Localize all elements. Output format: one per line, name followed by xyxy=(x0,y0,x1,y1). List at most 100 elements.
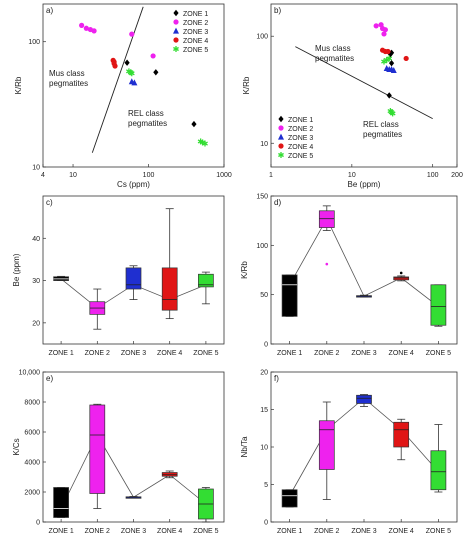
panel-5-xtick-label: ZONE 2 xyxy=(314,528,339,535)
panel-1-ytick-label: 100 xyxy=(256,34,268,41)
panel-3-xtick-label: ZONE 3 xyxy=(351,350,376,357)
panel-1-point-zone-2 xyxy=(382,27,388,33)
panel-0-y-axis-label: K/Rb xyxy=(14,76,23,94)
panel-1-ytick-label: 10 xyxy=(260,141,268,148)
panel-1-point-zone-4 xyxy=(403,55,409,62)
panel-0-region-label-rel-line-1: REL class xyxy=(128,109,164,118)
panel-4-xtick-label: ZONE 2 xyxy=(85,528,110,535)
panel-5-xtick-label: ZONE 1 xyxy=(277,528,302,535)
panel-1-region-label-rel-line-1: REL class xyxy=(363,120,399,129)
panel-3-box-zone-5 xyxy=(430,284,447,326)
panel-1-legend-marker xyxy=(278,125,284,131)
panel-2-ytick-label: 20 xyxy=(32,320,40,327)
panel-4-box-zone-2 xyxy=(89,404,106,494)
panel-1-point-zone-5-stroke-2 xyxy=(389,111,396,116)
panel-1-point-zone-1 xyxy=(387,50,394,58)
panel-2-y-axis-label: Be (ppm) xyxy=(12,253,21,286)
panel-5-box-zone-4 xyxy=(393,421,410,448)
panel-1-legend-label: ZONE 4 xyxy=(288,144,313,151)
panel-5-y-axis-label: Nb/Ta xyxy=(240,436,249,457)
panel-1-legend-label: ZONE 5 xyxy=(288,153,313,160)
panel-0-region-label-mus-line-2: pegmatites xyxy=(49,79,88,88)
panel-0-legend-marker xyxy=(173,27,179,34)
panel-3-ytick-label: 150 xyxy=(256,194,268,201)
panel-1-xtick-label: 100 xyxy=(427,172,439,179)
panel-1-frame xyxy=(270,3,458,168)
panel-1-point-zone-3 xyxy=(390,66,397,73)
panel-1-region-label-mus-line-2: pegmatites xyxy=(315,54,354,63)
panel-4-xtick-label: ZONE 5 xyxy=(193,528,218,535)
panel-2-box-zone-3 xyxy=(125,267,142,290)
panel-1-point-zone-5-stroke-2 xyxy=(386,56,393,61)
panel-3-box-zone-1 xyxy=(281,274,298,317)
panel-1-point-zone-1 xyxy=(388,59,395,67)
panel-0-legend-marker xyxy=(173,46,179,52)
panel-0-legend-label: ZONE 3 xyxy=(183,29,208,36)
panel-0-point-zone-5 xyxy=(128,70,135,77)
panel-3-median-connector-line xyxy=(289,217,439,307)
panel-0-point-zone-5-stroke-2 xyxy=(202,141,208,146)
panel-1-point-zone-1 xyxy=(386,92,392,99)
panel-1-xtick-label: 10 xyxy=(348,172,356,179)
panel-4-ytick-label: 0 xyxy=(36,520,40,527)
panel-0-class-boundary-line xyxy=(91,6,144,153)
panel-5-box-zone-3 xyxy=(356,394,372,404)
panel-5-ytick-label: 10 xyxy=(260,445,268,452)
panel-0-point-zone-4 xyxy=(111,59,117,65)
panel-5-box-zone-2 xyxy=(318,420,335,470)
panel-2-box-zone-5 xyxy=(198,273,214,288)
panel-4-xtick-label: ZONE 4 xyxy=(157,528,182,535)
panel-3-xtick-label: ZONE 4 xyxy=(389,350,414,357)
panel-1-y-axis-label: K/Rb xyxy=(242,76,251,94)
panel-0-legend-label: ZONE 4 xyxy=(183,38,208,45)
panel-3-box-zone-4 xyxy=(393,276,410,281)
panel-0-xtick-label: 100 xyxy=(143,172,155,179)
panel-0-frame xyxy=(42,3,225,168)
panel-1-xtick-label: 200 xyxy=(451,172,463,179)
panel-2-box-zone-4 xyxy=(161,267,178,311)
panel-2-ytick-label: 40 xyxy=(32,236,40,243)
panel-0-point-zone-2 xyxy=(150,53,156,59)
panel-1-panel-label: b) xyxy=(274,6,281,15)
panel-5-panel-label: f) xyxy=(274,374,279,383)
panel-2-panel-label: c) xyxy=(46,198,53,207)
panel-0-point-zone-5-stroke-2 xyxy=(128,71,135,76)
panel-0-legend-marker xyxy=(173,9,179,17)
panel-0-point-zone-3 xyxy=(131,79,138,86)
panel-0-legend-label: ZONE 2 xyxy=(183,20,208,27)
panel-3-ytick-label: 0 xyxy=(264,342,268,349)
panel-0-point-zone-2 xyxy=(83,25,89,31)
panel-4-box-zone-1 xyxy=(53,487,69,518)
panel-0-point-zone-2 xyxy=(129,31,135,37)
panel-4-xtick-label: ZONE 1 xyxy=(48,528,73,535)
panel-4-ytick-label: 10,000 xyxy=(19,370,41,377)
panel-3-xtick-label: ZONE 5 xyxy=(426,350,451,357)
panel-0-point-zone-1 xyxy=(124,59,130,66)
panel-4-y-axis-label: K/Cs xyxy=(12,438,21,455)
panel-2-xtick-label: ZONE 4 xyxy=(157,350,182,357)
panel-0-ytick-label: 100 xyxy=(28,39,40,46)
panel-5-xtick-label: ZONE 5 xyxy=(426,528,451,535)
panel-5-xtick-label: ZONE 4 xyxy=(389,528,414,535)
panel-4-ytick-label: 4000 xyxy=(24,460,40,467)
panel-5-ytick-label: 0 xyxy=(264,520,268,527)
panel-1-class-boundary-line xyxy=(295,46,433,119)
panel-2-xtick-label: ZONE 1 xyxy=(48,350,73,357)
panel-5-median-connector-line xyxy=(289,397,439,496)
panel-0-legend-marker xyxy=(173,37,179,43)
panel-0-region-label-mus-line-1: Mus class xyxy=(49,69,85,78)
panel-3-ytick-label: 50 xyxy=(260,292,268,299)
panel-1-legend-marker xyxy=(278,133,284,140)
panel-0-xtick-label: 4 xyxy=(41,172,45,179)
panel-1-point-zone-2 xyxy=(381,31,387,37)
panel-3-outlier-point xyxy=(399,271,403,275)
panel-4-ytick-label: 8000 xyxy=(24,400,40,407)
panel-0-panel-label: a) xyxy=(46,6,53,15)
panel-1-point-zone-4 xyxy=(385,48,391,55)
panel-3-ytick-label: 100 xyxy=(256,243,268,250)
panel-5-ytick-label: 20 xyxy=(260,370,268,377)
panel-1-point-zone-5 xyxy=(386,55,393,62)
panel-0-region-label-rel-line-2: pegmatites xyxy=(128,119,167,128)
panel-1-xtick-label: 1 xyxy=(269,172,273,179)
panel-0-point-zone-2 xyxy=(91,28,97,34)
